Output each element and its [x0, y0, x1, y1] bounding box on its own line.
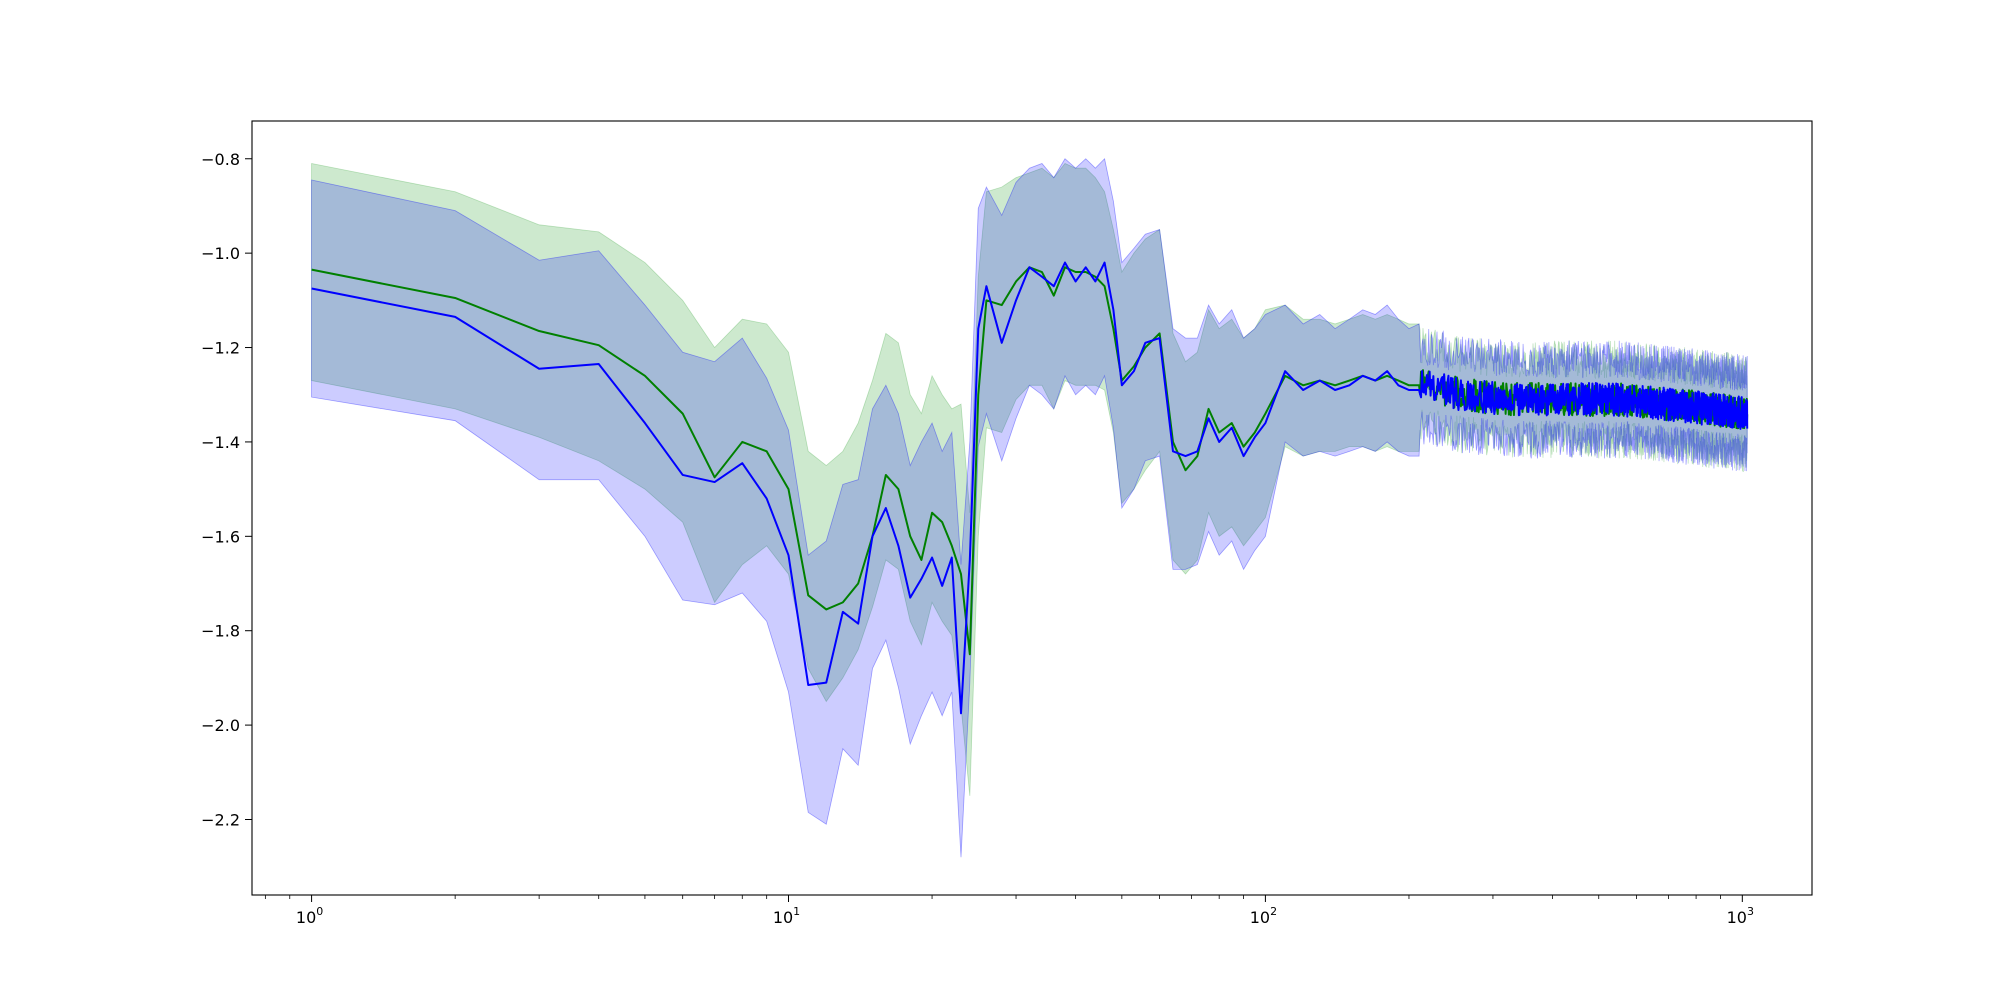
- x-tick-exponent: 2: [1270, 905, 1277, 918]
- x-axis: 100 101 102 103: [264, 895, 1754, 927]
- plot-frame: [251, 120, 1813, 896]
- y-tick-label: −1.8: [201, 622, 240, 641]
- y-tick-label: −1.2: [201, 339, 240, 358]
- series-lines: [311, 261, 1749, 715]
- x-tick-exponent: 0: [316, 905, 323, 918]
- y-tick-label: −0.8: [201, 150, 240, 169]
- y-tick-label: −1.6: [201, 527, 240, 546]
- confidence-bands: [311, 157, 1748, 858]
- x-tick-exponent: 3: [1747, 905, 1754, 918]
- series-2-band: [311, 157, 1748, 858]
- x-tick-label: 102: [1250, 905, 1277, 927]
- x-tick-base: 10: [1250, 908, 1270, 927]
- x-tick-base: 10: [773, 908, 793, 927]
- y-axis: −0.8 −1.0 −1.2 −1.4 −1.6 −1.8 −2.0 −2.2: [201, 150, 252, 829]
- series-1-band: [311, 162, 1748, 796]
- y-tick-label: −1.4: [201, 433, 240, 452]
- x-tick-label: 101: [773, 905, 800, 927]
- x-tick-base: 10: [1727, 908, 1747, 927]
- x-tick-label: 100: [296, 905, 323, 927]
- x-tick-exponent: 1: [793, 905, 800, 918]
- x-tick-base: 10: [296, 908, 316, 927]
- x-tick-label: 103: [1727, 905, 1754, 927]
- y-tick-label: −2.0: [201, 716, 240, 735]
- y-tick-label: −1.0: [201, 244, 240, 263]
- y-tick-label: −2.2: [201, 810, 240, 829]
- series-2-line: [311, 261, 1749, 715]
